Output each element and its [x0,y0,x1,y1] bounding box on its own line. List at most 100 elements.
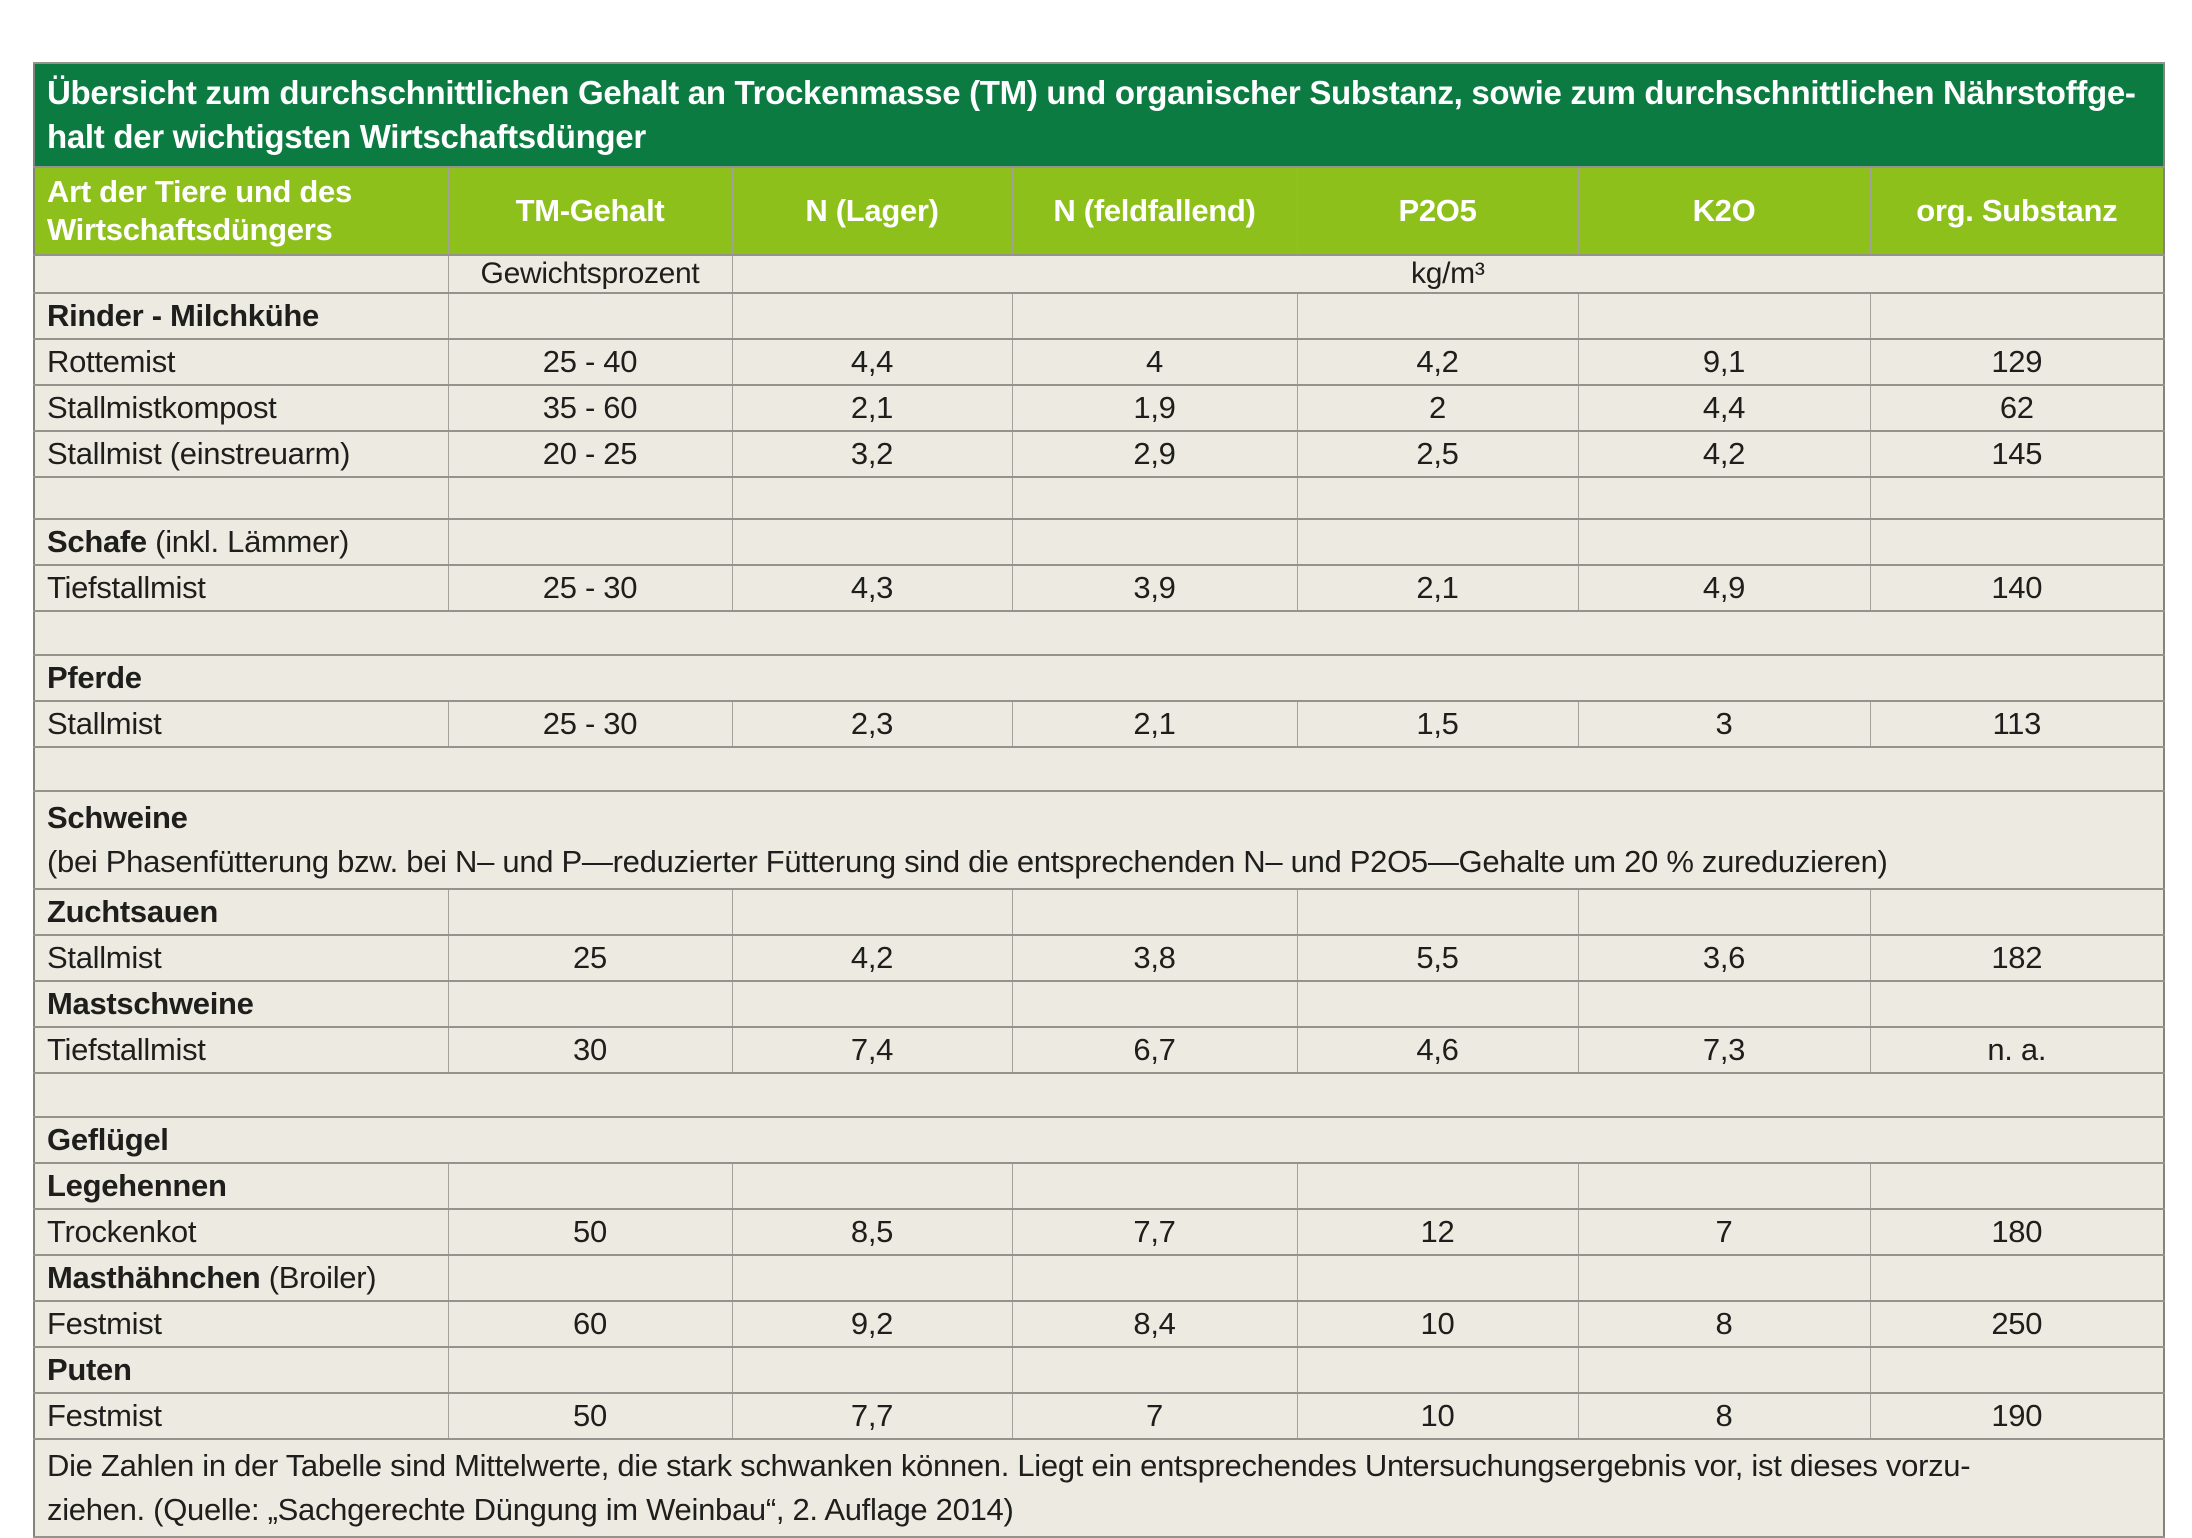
row-label: Festmist [33,1300,449,1348]
data-row-masthaehnchen-festmist: Festmist 60 9,2 8,4 10 8 250 [33,1300,2165,1348]
empty-cell [731,292,1013,340]
col-header-n-lager: N (Lager) [731,166,1013,256]
empty-cell [447,1254,733,1302]
data-row-pferde-stallmist: Stallmist 25 - 30 2,3 2,1 1,5 3 113 [33,700,2165,748]
empty-cell [1577,1162,1871,1210]
empty-cell [1577,292,1871,340]
section-row-masthaehnchen: Masthähnchen (Broiler) [33,1254,2165,1302]
units-row: Gewichtsprozent kg/m³ [33,254,2165,294]
table-title-line2: halt der wichtigsten Wirtschaftsdünger [47,118,646,155]
value-org-substanz: 250 [1869,1300,2165,1348]
empty-cell [1296,1254,1579,1302]
value-org-substanz: 113 [1869,700,2165,748]
empty-cell [33,610,2165,656]
empty-cell [1869,476,2165,520]
empty-cell [1869,1346,2165,1394]
value-k2o: 7,3 [1577,1026,1871,1074]
col-header-org-substanz: org. Substanz [1869,166,2165,256]
empty-cell [1869,1162,2165,1210]
data-row-stallmistkompost: Stallmistkompost 35 - 60 2,1 1,9 2 4,4 6… [33,384,2165,432]
value-n-feldfallend: 2,1 [1011,700,1298,748]
empty-cell [1577,476,1871,520]
col-header-art-der-tiere: Art der Tiere und des Wirtschaftsdüngers [33,166,449,256]
section-row-gefluegel: Geflügel [33,1116,2165,1164]
value-n-feldfallend: 3,9 [1011,564,1298,612]
value-n-feldfallend: 6,7 [1011,1026,1298,1074]
empty-cell [1011,518,1298,566]
data-row-rottemist: Rottemist 25 - 40 4,4 4 4,2 9,1 129 [33,338,2165,386]
value-p2o5: 5,5 [1296,934,1579,982]
empty-cell [447,292,733,340]
units-kg-m3: kg/m³ [731,254,2165,294]
empty-cell [1011,980,1298,1028]
empty-cell [33,476,449,520]
section-label: Zuchtsauen [33,888,449,936]
empty-cell [1577,518,1871,566]
col-header-k2o: K2O [1577,166,1871,256]
schweine-label: Schweine [47,800,188,835]
value-tm: 30 [447,1026,733,1074]
empty-cell [447,980,733,1028]
value-k2o: 7 [1577,1208,1871,1256]
empty-cell [1869,292,2165,340]
section-row-zuchtsauen: Zuchtsauen [33,888,2165,936]
value-p2o5: 2,1 [1296,564,1579,612]
section-row-schafe: Schafe (inkl. Lämmer) [33,518,2165,566]
value-k2o: 3,6 [1577,934,1871,982]
section-row-puten: Puten [33,1346,2165,1394]
value-k2o: 3 [1577,700,1871,748]
fertilizer-table-container: Übersicht zum durchschnittlichen Gehalt … [33,62,2166,1538]
empty-cell [1296,476,1579,520]
section-label: Pferde [33,654,2165,702]
value-k2o: 8 [1577,1300,1871,1348]
empty-cell [447,1346,733,1394]
footnote-row: Die Zahlen in der Tabelle sind Mittelwer… [33,1438,2165,1538]
value-org-substanz: 140 [1869,564,2165,612]
value-org-substanz: n. a. [1869,1026,2165,1074]
value-k2o: 9,1 [1577,338,1871,386]
section-label: Schafe (inkl. Lämmer) [33,518,449,566]
value-p2o5: 10 [1296,1392,1579,1440]
empty-cell [1869,1254,2165,1302]
empty-cell [1296,518,1579,566]
empty-cell [1011,1346,1298,1394]
value-n-lager: 4,4 [731,338,1013,386]
value-n-lager: 3,2 [731,430,1013,478]
empty-cell [1577,888,1871,936]
empty-cell [1577,980,1871,1028]
footnote: Die Zahlen in der Tabelle sind Mittelwer… [33,1438,2165,1538]
section-row-pferde: Pferde [33,654,2165,702]
row-label: Stallmistkompost [33,384,449,432]
value-org-substanz: 145 [1869,430,2165,478]
empty-cell [33,1072,2165,1118]
value-n-lager: 7,4 [731,1026,1013,1074]
table-title-line1: Übersicht zum durchschnittlichen Gehalt … [47,74,2136,111]
value-org-substanz: 190 [1869,1392,2165,1440]
blank-row [33,1072,2165,1118]
value-n-feldfallend: 4 [1011,338,1298,386]
empty-cell [1296,1346,1579,1394]
value-n-feldfallend: 8,4 [1011,1300,1298,1348]
data-row-stallmist-einstreuarm: Stallmist (einstreuarm) 20 - 25 3,2 2,9 … [33,430,2165,478]
value-k2o: 4,2 [1577,430,1871,478]
empty-cell [731,1162,1013,1210]
row-label: Rottemist [33,338,449,386]
value-p2o5: 4,6 [1296,1026,1579,1074]
data-row-puten-festmist: Festmist 50 7,7 7 10 8 190 [33,1392,2165,1440]
value-n-lager: 4,2 [731,934,1013,982]
empty-cell [1011,888,1298,936]
value-n-lager: 9,2 [731,1300,1013,1348]
row-label: Trockenkot [33,1208,449,1256]
section-row-legehennen: Legehennen [33,1162,2165,1210]
value-tm: 25 - 30 [447,564,733,612]
value-p2o5: 12 [1296,1208,1579,1256]
value-org-substanz: 129 [1869,338,2165,386]
empty-cell [731,1346,1013,1394]
section-label: Rinder - Milchkühe [33,292,449,340]
value-tm: 50 [447,1392,733,1440]
empty-cell [33,746,2165,792]
empty-cell [1296,888,1579,936]
data-row-schafe-tiefstallmist: Tiefstallmist 25 - 30 4,3 3,9 2,1 4,9 14… [33,564,2165,612]
empty-cell [731,476,1013,520]
empty-cell [1869,888,2165,936]
